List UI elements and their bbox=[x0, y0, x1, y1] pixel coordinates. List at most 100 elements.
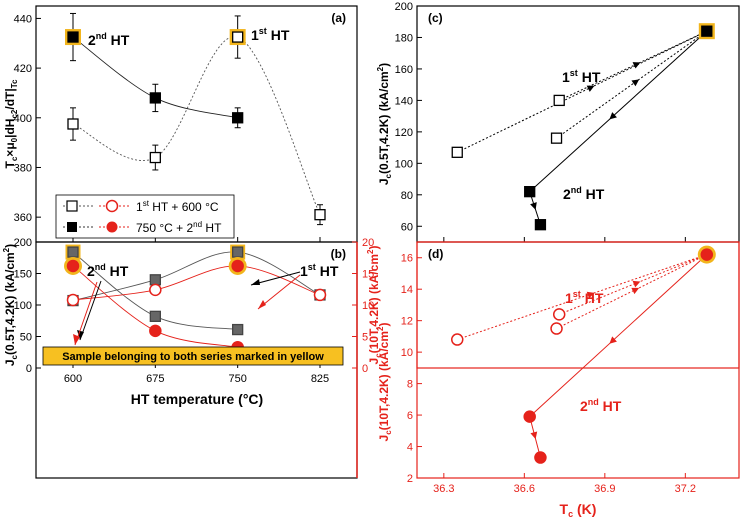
direction-arrow bbox=[631, 79, 640, 87]
legend: 1st HT + 600 °C 750 °C + 2nd HT bbox=[55, 194, 235, 239]
annotation-b-2nd-ht: 2nd HT bbox=[87, 262, 129, 279]
y-tick-label: 440 bbox=[14, 13, 32, 25]
y-tick-label: 8 bbox=[407, 379, 413, 391]
y-tick-label: 160 bbox=[395, 64, 413, 76]
data-point bbox=[149, 324, 162, 338]
annotation-c-1st-ht: 1st HT bbox=[562, 68, 601, 85]
panel-c-label: (c) bbox=[428, 11, 443, 25]
data-point bbox=[231, 259, 244, 273]
panel-a: 360 380 400 420 440 (a) 2nd HT 1st HT 1st HT… bbox=[3, 5, 358, 243]
data-point bbox=[523, 410, 536, 423]
note-box bbox=[42, 346, 344, 366]
note-text: Sample belonging to both series marked i… bbox=[62, 351, 324, 363]
annotation-arrows-b bbox=[73, 271, 301, 346]
panel-d-label: (d) bbox=[428, 247, 443, 261]
y-tick-label: 360 bbox=[14, 212, 32, 224]
panel-d-xlabel: Tc (K) bbox=[560, 501, 597, 519]
data-point bbox=[700, 248, 714, 261]
panel-b-label: (b) bbox=[331, 247, 346, 261]
y-tick-label: 400 bbox=[14, 113, 32, 125]
legend-marker-filled-square bbox=[67, 222, 77, 232]
data-point bbox=[701, 25, 713, 37]
y-tick-label: 12 bbox=[401, 316, 413, 328]
legend-marker-open-circle bbox=[105, 199, 119, 213]
legend-marker-open-square bbox=[66, 200, 78, 212]
x-tick-label: 37.2 bbox=[675, 483, 696, 495]
direction-arrow bbox=[586, 85, 595, 92]
annotation-b-1st-ht: 1st HT bbox=[300, 262, 339, 279]
y-tick-label: 380 bbox=[14, 162, 32, 174]
data-point bbox=[232, 323, 244, 336]
data-point bbox=[149, 274, 161, 286]
y-tick-label: 180 bbox=[395, 32, 413, 44]
x-tick-label: 36.9 bbox=[594, 483, 615, 495]
y-tick-label: 150 bbox=[14, 269, 32, 281]
data-point bbox=[553, 94, 565, 107]
data-point bbox=[232, 246, 244, 258]
panel-b-ylabel-right: Jc(10T,4.2K) (kA/cm2) bbox=[366, 246, 383, 365]
data-point bbox=[550, 132, 563, 144]
connector-dashed bbox=[556, 30, 708, 139]
direction-arrow bbox=[609, 336, 617, 344]
data-point bbox=[314, 209, 326, 221]
annotation-c-2nd-ht: 2nd HT bbox=[563, 185, 605, 202]
panel-a-label: (a) bbox=[331, 11, 346, 25]
data-point bbox=[232, 31, 244, 43]
data-point bbox=[67, 31, 79, 43]
data-point bbox=[149, 92, 161, 104]
y-tick-label-right: 5 bbox=[362, 332, 368, 344]
panel-a-ylabel: Tc×μ0|dHc2/dT|Tc bbox=[3, 79, 19, 169]
data-point bbox=[67, 118, 79, 130]
data-point bbox=[552, 308, 566, 321]
y-tick-label: 200 bbox=[395, 1, 413, 13]
panel-c-ylabel: Jc(0.5T,4.2K) (kA/cm2) bbox=[376, 63, 393, 185]
connector-solid bbox=[529, 30, 708, 193]
y-tick-label: 6 bbox=[407, 410, 413, 422]
annotation-1st-ht: 1st HT bbox=[251, 26, 290, 43]
x-tick-label: 36.6 bbox=[514, 483, 535, 495]
y-tick-label: 14 bbox=[401, 284, 413, 296]
y-tick-label: 100 bbox=[395, 158, 413, 170]
y-tick-label-right: 10 bbox=[362, 300, 374, 312]
data-point bbox=[313, 288, 327, 302]
data-point bbox=[66, 293, 80, 307]
data-point bbox=[149, 151, 161, 164]
y-tick-label-right: 15 bbox=[362, 269, 374, 281]
y-tick-label: 10 bbox=[401, 347, 413, 359]
y-tick-label-right: 0 bbox=[362, 363, 368, 375]
direction-arrow bbox=[631, 287, 640, 295]
annotation-d-2nd-ht: 2nd HT bbox=[580, 397, 622, 414]
panel-d-frame bbox=[416, 241, 740, 479]
x-tick-label: 675 bbox=[146, 373, 164, 385]
y-tick-label: 420 bbox=[14, 63, 32, 75]
series-line bbox=[72, 265, 321, 301]
connector-dashed bbox=[457, 30, 708, 153]
direction-arrow bbox=[632, 62, 641, 69]
x-tick-label: 750 bbox=[228, 373, 246, 385]
data-point bbox=[149, 310, 161, 322]
data-point bbox=[534, 219, 547, 231]
data-point bbox=[232, 112, 244, 124]
data-point bbox=[534, 451, 547, 464]
series-line bbox=[72, 36, 321, 215]
series-line bbox=[72, 251, 321, 302]
data-point bbox=[550, 322, 563, 335]
direction-arrow bbox=[530, 431, 538, 440]
y-tick-label: 100 bbox=[14, 300, 32, 312]
data-point bbox=[67, 246, 79, 258]
connector-solid bbox=[529, 254, 708, 418]
y-tick-label: 0 bbox=[26, 363, 32, 375]
panel-b-ylabel-left: Jc(0.5T,4.2K) (kA/cm2) bbox=[2, 244, 19, 366]
y-tick-label: 200 bbox=[14, 237, 32, 249]
panel-b-xlabel: HT temperature (°C) bbox=[131, 391, 263, 407]
panel-c: 60 80 100 120 140 160 180 200 (c) 1st HT 2nd HT… bbox=[376, 1, 740, 243]
y-tick-label: 2 bbox=[407, 473, 413, 485]
y-tick-label: 4 bbox=[407, 442, 413, 454]
panel-b: 0 50 100 150 200 0 5 10 15 20 600 675 750 825 (b) 2nd… bbox=[2, 237, 383, 479]
x-tick-label: 36.3 bbox=[433, 483, 454, 495]
y-tick-label: 120 bbox=[395, 127, 413, 139]
connector-dashed bbox=[559, 254, 707, 315]
data-point bbox=[524, 186, 536, 198]
